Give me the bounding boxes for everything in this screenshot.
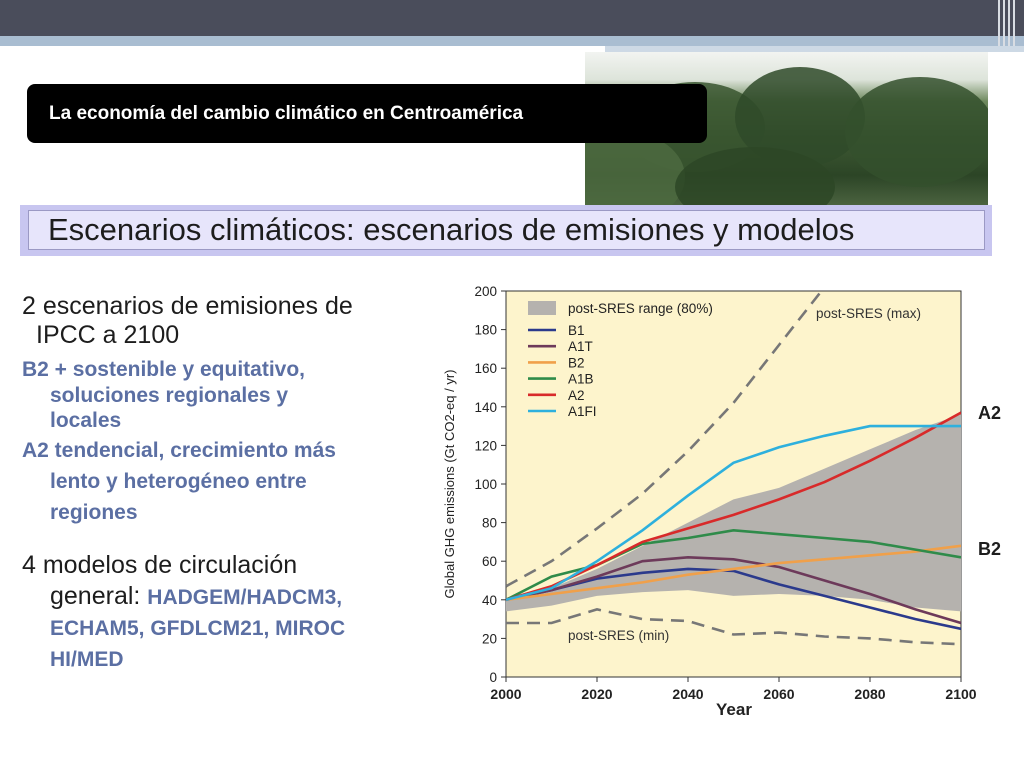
p1-line2: IPCC a 2100 (36, 321, 180, 349)
presentation-title: La economía del cambio climático en Cent… (27, 84, 707, 143)
legend-label-range: post-SRES range (80%) (568, 301, 713, 316)
forest-photo (585, 52, 988, 206)
y-tick-label: 100 (474, 477, 497, 492)
slide-body: 2 escenarios de emisiones de IPCC a 2100… (22, 292, 432, 675)
legend-swatch-range (528, 301, 556, 315)
bullet-a2-scenario: A2 tendencial, crecimiento más lento y h… (22, 435, 432, 528)
range-band-group (506, 414, 961, 612)
y-tick-label: 60 (482, 554, 497, 569)
slide-subtitle: Escenarios climáticos: escenarios de emi… (48, 212, 855, 247)
p4-line2-plain: general: (50, 582, 148, 610)
x-tick-label: 2060 (763, 686, 794, 702)
subtitle-box (28, 210, 985, 250)
x-axis-label: Year (716, 700, 752, 719)
presentation-title-text: La economía del cambio climático en Cent… (49, 102, 524, 124)
legend-label-a2: A2 (568, 388, 585, 403)
x-tick-label: 2080 (854, 686, 885, 702)
corner-decoration (996, 0, 1018, 46)
y-tick-label: 0 (489, 670, 497, 685)
series-line-a2 (506, 411, 961, 602)
bullet-circulation-models: 4 modelos de circulación general: HADGEM… (22, 550, 432, 675)
bullet-b2-scenario: B2 + sostenible y equitativo, soluciones… (22, 356, 432, 433)
dashed-max-label: post-SRES (max) (816, 306, 921, 321)
series-line-b2 (506, 544, 961, 602)
side-label-b2: B2 (978, 539, 1002, 559)
x-tick-label: 2100 (945, 686, 976, 702)
b2-line3: locales (50, 409, 122, 432)
y-tick-label: 80 (482, 516, 497, 531)
legend-label-a1fi: A1FI (568, 404, 597, 419)
y-axis-label: Global GHG emissions (Gt CO2-eq / yr) (442, 370, 457, 599)
p4-line1: 4 modelos de circulación (22, 551, 298, 579)
legend-label-a1b: A1B (568, 372, 594, 387)
series-group (506, 291, 961, 646)
p4-line3: ECHAM5, GFDLCM21, MIROC (50, 617, 346, 640)
legend-label-b1: B1 (568, 323, 585, 338)
x-tick-label: 2040 (672, 686, 703, 702)
y-tick-label: 40 (482, 593, 497, 608)
top-stripe (0, 36, 1024, 46)
y-tick-label: 180 (474, 323, 497, 338)
x-tick-label: 2000 (490, 686, 521, 702)
x-tick-label: 2020 (581, 686, 612, 702)
legend-label-b2: B2 (568, 355, 585, 370)
y-tick-label: 120 (474, 438, 497, 453)
top-stripe-light (605, 46, 1024, 52)
y-tick-label: 160 (474, 361, 497, 376)
dashed-line-post-sres--max- (506, 291, 824, 588)
p1-line1: 2 escenarios de emisiones de (22, 292, 353, 320)
y-tick-label: 140 (474, 400, 497, 415)
p4-line2: general: HADGEM/HADCM3, (22, 581, 432, 613)
legend-label-a1t: A1T (568, 339, 593, 354)
bullet-emission-scenarios: 2 escenarios de emisiones de IPCC a 2100 (22, 292, 432, 350)
side-label-a2: A2 (978, 403, 1002, 423)
y-tick-label: 200 (474, 284, 497, 299)
a2-line1: A2 tendencial, crecimiento más (22, 439, 336, 462)
y-tick-label: 20 (482, 631, 497, 646)
dashed-line-post-sres--min- (506, 608, 961, 646)
range-band (506, 414, 961, 612)
a2-line2: lento y heterogéneo entre (50, 470, 307, 493)
b2-line1: B2 + sostenible y equitativo, (22, 358, 305, 381)
series-line-a1t (506, 555, 961, 625)
series-line-a1fi (506, 424, 961, 602)
top-bar (0, 0, 1024, 36)
dashed-min-label: post-SRES (min) (568, 628, 669, 643)
b2-line2: soluciones regionales y (50, 384, 289, 407)
p4-line4: HI/MED (50, 648, 124, 671)
p4-line2-bold: HADGEM/HADCM3, (147, 586, 343, 609)
a2-line3: regiones (50, 501, 138, 524)
